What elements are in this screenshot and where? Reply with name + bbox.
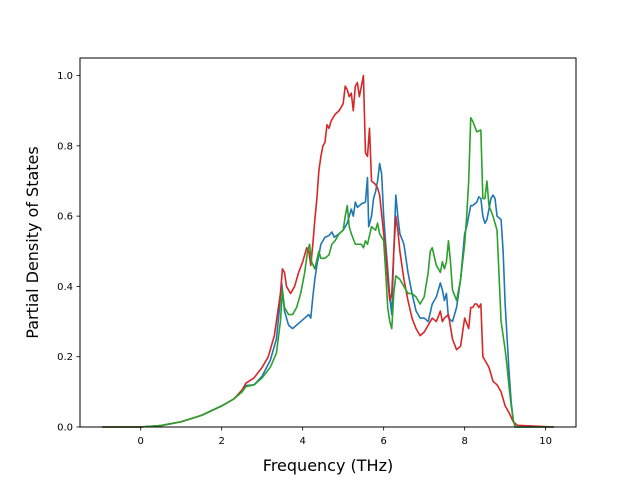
series-layer (102, 74, 554, 428)
y-tick-label: 0.4 (57, 282, 73, 293)
y-axis-label: Partial Density of States (23, 146, 42, 338)
x-tick-label: 4 (300, 436, 306, 447)
series-line-2 (102, 74, 554, 428)
plot-area-frame (79, 57, 577, 428)
x-tick-label: 10 (539, 436, 552, 447)
y-tick-label: 0.2 (57, 352, 73, 363)
x-axis-label: Frequency (THz) (263, 456, 393, 475)
y-tick-label: 1.0 (57, 71, 73, 82)
y-tick-label: 0.8 (57, 141, 73, 152)
series-line-1 (102, 162, 554, 428)
x-tick-label: 8 (461, 436, 467, 447)
x-tick-label: 6 (380, 436, 386, 447)
y-axis-ticks: 0.0 0.2 0.4 0.6 0.8 1.0 (57, 71, 80, 434)
y-tick-label: 0.0 (57, 423, 73, 434)
x-tick-label: 0 (138, 436, 144, 447)
x-axis-ticks: 0 2 4 6 8 10 (138, 427, 552, 447)
y-tick-label: 0.6 (57, 212, 73, 223)
x-tick-label: 2 (219, 436, 225, 447)
series-line-3 (102, 116, 554, 428)
